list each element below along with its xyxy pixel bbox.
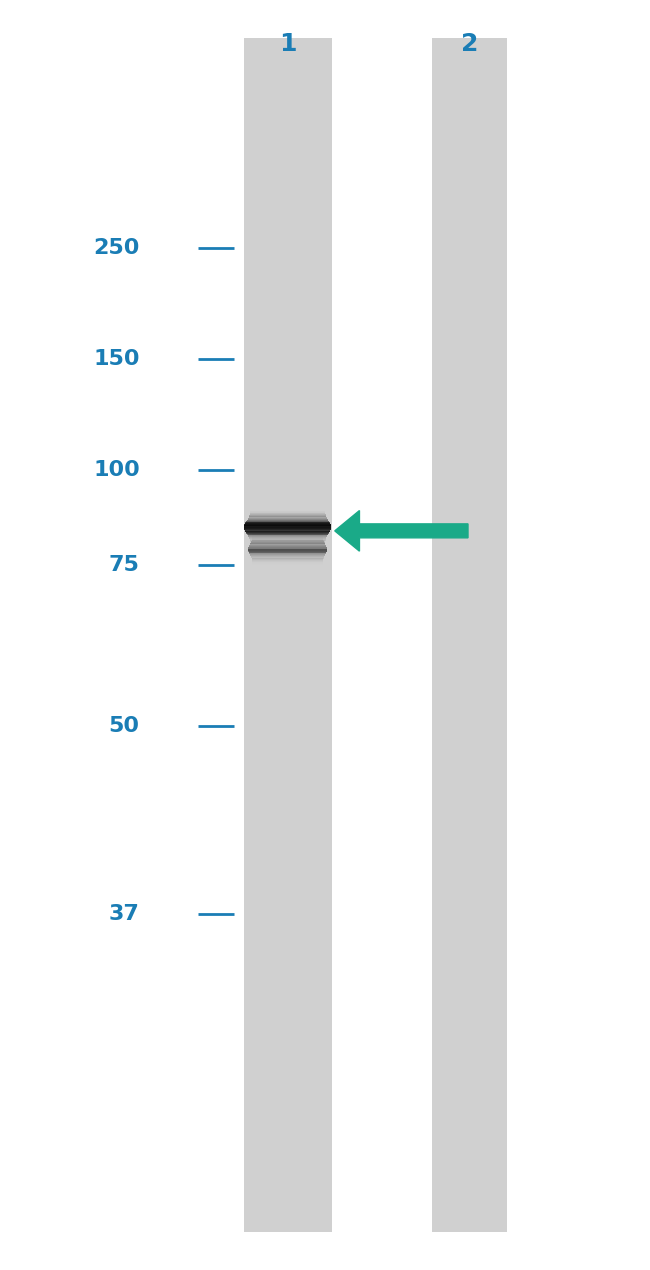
Text: 150: 150	[93, 349, 140, 370]
Bar	[244, 38, 332, 1232]
Text: 250: 250	[94, 237, 140, 258]
Text: 50: 50	[109, 716, 140, 737]
Text: 100: 100	[93, 460, 140, 480]
Text: 75: 75	[109, 555, 140, 575]
Text: 37: 37	[109, 904, 140, 925]
Text: 1: 1	[279, 32, 296, 56]
Bar	[432, 38, 507, 1232]
FancyArrow shape	[335, 511, 468, 551]
Text: 2: 2	[461, 32, 478, 56]
